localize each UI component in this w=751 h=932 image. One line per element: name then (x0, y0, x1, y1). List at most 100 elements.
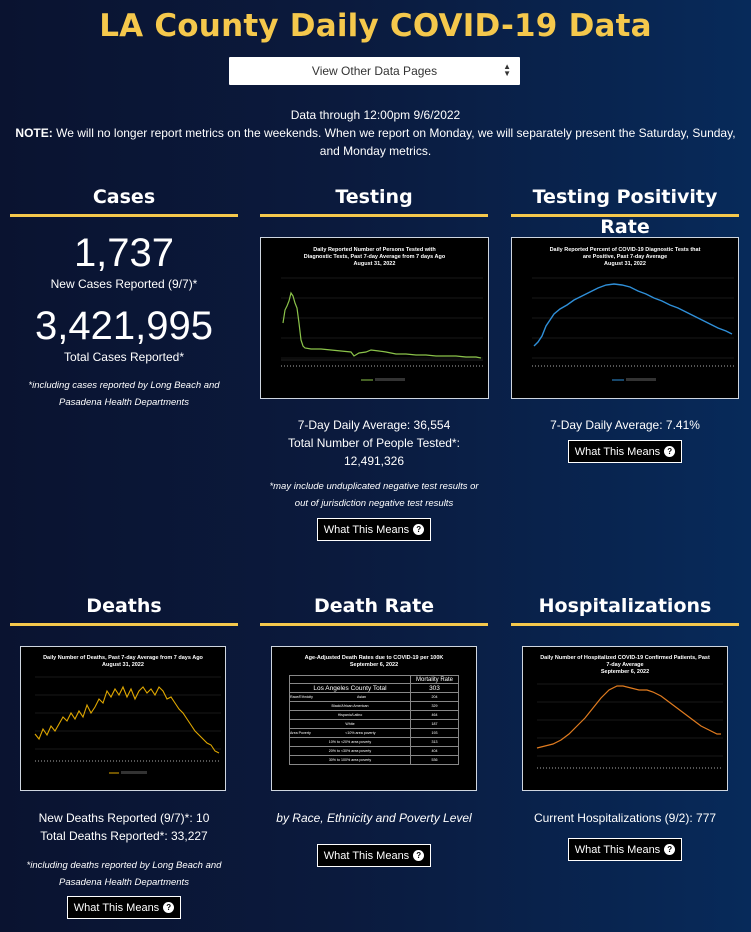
button-label: What This Means (73, 901, 160, 914)
question-circle-icon: ? (163, 902, 175, 913)
positivity-chart[interactable]: Daily Reported Percent of COVID-19 Diagn… (511, 237, 739, 399)
row-label: 20% to <30% area poverty (289, 746, 411, 756)
positivity-chart-plot (532, 277, 734, 381)
hosp-chart-plot (536, 683, 723, 769)
section-divider (260, 623, 488, 626)
select-value: View Other Data Pages (311, 64, 438, 78)
testing-chart-title: Daily Reported Number of Persons Tested … (261, 247, 488, 268)
section-divider (260, 214, 488, 217)
note-text-line2: and Monday metrics. (319, 144, 432, 158)
cases-heading: Cases (92, 186, 156, 208)
positivity-stats: 7-Day Daily Average: 7.41% What This Mea… (511, 416, 739, 463)
chart-title-text: Daily Reported Percent of COVID-19 Diagn… (549, 247, 701, 260)
row-value: 464 (410, 710, 459, 720)
la-total-label: Los Angeles County Total (289, 683, 411, 693)
data-through-text: Data through 12:00pm 9/6/2022 (290, 108, 461, 122)
testing-total-label: Total Number of People Tested*: (288, 436, 460, 450)
mortality-header: Mortality Rate (410, 675, 459, 684)
positivity-chart-title: Daily Reported Percent of COVID-19 Diagn… (512, 247, 738, 268)
deaths-chart-plot (34, 676, 221, 774)
mortality-table: Mortality Rate Los Angeles County Total 3… (289, 675, 459, 765)
group-label: Area Poverty (290, 731, 311, 735)
testing-footnote: *may include unduplicated negative test … (269, 481, 479, 509)
info-block: Data through 12:00pm 9/6/2022 NOTE: We w… (0, 106, 751, 160)
row-label: Asian (356, 695, 366, 699)
chart-title-text: Age-Adjusted Death Rates due to COVID-19… (304, 655, 444, 661)
row-value: 204 (410, 692, 459, 702)
row-value: 404 (410, 746, 459, 756)
hosp-what-this-means-button[interactable]: What This Means? (567, 838, 683, 861)
group-label: Race/Ethnicity (290, 695, 313, 699)
button-label: What This Means (574, 843, 661, 856)
positivity-what-this-means-button[interactable]: What This Means? (567, 440, 683, 463)
testing-section: Testing (260, 182, 488, 217)
question-circle-icon: ? (664, 844, 676, 855)
page-title: LA County Daily COVID-19 Data (99, 8, 652, 44)
testing-what-this-means-button[interactable]: What This Means? (316, 518, 432, 541)
question-circle-icon: ? (413, 850, 425, 861)
hosp-chart[interactable]: Daily Number of Hospitalized COVID-19 Co… (522, 646, 728, 791)
question-circle-icon: ? (413, 524, 425, 535)
button-label: What This Means (323, 523, 410, 536)
deathrate-table-image[interactable]: Age-Adjusted Death Rates due to COVID-19… (271, 646, 477, 791)
testing-chart-plot (281, 277, 483, 381)
hosp-chart-title: Daily Number of Hospitalized COVID-19 Co… (523, 655, 727, 676)
button-label: What This Means (323, 849, 410, 862)
testing-stats: 7-Day Daily Average: 36,554 Total Number… (260, 416, 488, 541)
positivity-section: Testing Positivity Rate (511, 182, 739, 238)
chart-date-text: August 31, 2022 (604, 261, 646, 267)
hosp-stats: Current Hospitalizations (9/2): 777 What… (511, 809, 739, 861)
testing-heading: Testing (335, 186, 413, 208)
row-value: 329 (410, 701, 459, 711)
deaths-stats: New Deaths Reported (9/7)*: 10 Total Dea… (10, 809, 238, 919)
row-label: 30% to 100% area poverty (289, 755, 411, 765)
deaths-chart[interactable]: Daily Number of Deaths, Past 7-day Avera… (20, 646, 226, 791)
positivity-average: 7-Day Daily Average: 7.41% (550, 418, 700, 432)
deaths-total: Total Deaths Reported*: 33,227 (40, 829, 208, 843)
row-label: 10% to <20% area poverty (289, 737, 411, 747)
section-divider (511, 623, 739, 626)
row-value: 536 (410, 755, 459, 765)
deathrate-chart-title: Age-Adjusted Death Rates due to COVID-19… (281, 655, 467, 669)
deaths-section: Deaths (10, 591, 238, 626)
hosp-heading: Hospitalizations (538, 595, 712, 617)
row-label: <10% area poverty (345, 731, 376, 735)
deaths-heading: Deaths (86, 595, 162, 617)
chart-title-text: Daily Reported Number of Persons Tested … (303, 247, 446, 260)
testing-average: 7-Day Daily Average: 36,554 (297, 418, 451, 432)
row-label: Hispanic/Latino (289, 710, 411, 720)
chart-date-text: August 31, 2022 (102, 662, 144, 668)
deathrate-heading: Death Rate (313, 595, 435, 617)
new-cases-value: 1,737 (73, 231, 175, 275)
chart-title-text: Daily Number of Hospitalized COVID-19 Co… (540, 655, 710, 668)
deaths-new: New Deaths Reported (9/7)*: 10 (38, 811, 210, 825)
chevron-updown-icon: ▲ ▼ (503, 62, 511, 78)
la-total-value: 303 (410, 683, 459, 693)
cases-section: Cases 1,737 New Cases Reported (9/7)* 3,… (10, 182, 238, 411)
deathrate-what-this-means-button[interactable]: What This Means? (316, 844, 432, 867)
note-body: We will no longer report metrics on the … (52, 126, 736, 140)
section-divider (511, 214, 739, 217)
section-divider (10, 623, 238, 626)
row-label: White (289, 719, 411, 729)
deathrate-stats: by Race, Ethnicity and Poverty Level Wha… (260, 809, 488, 867)
hosp-section: Hospitalizations (511, 591, 739, 626)
new-cases-label: New Cases Reported (9/7)* (50, 277, 198, 291)
row-value: 187 (410, 719, 459, 729)
row-value: 193 (410, 728, 459, 738)
cases-footnote: *including cases reported by Long Beach … (28, 380, 220, 408)
deaths-chart-title: Daily Number of Deaths, Past 7-day Avera… (21, 655, 225, 669)
testing-total-value: 12,491,326 (343, 454, 405, 468)
total-cases-value: 3,421,995 (35, 304, 213, 348)
row-value: 313 (410, 737, 459, 747)
hosp-current: Current Hospitalizations (9/2): 777 (533, 811, 717, 825)
chart-title-text: Daily Number of Deaths, Past 7-day Avera… (43, 655, 203, 661)
deathrate-section: Death Rate (260, 591, 488, 626)
section-divider (10, 214, 238, 217)
testing-chart[interactable]: Daily Reported Number of Persons Tested … (260, 237, 489, 399)
data-pages-select[interactable]: View Other Data Pages ▲ ▼ (229, 57, 520, 85)
deaths-what-this-means-button[interactable]: What This Means? (66, 896, 182, 919)
deaths-footnote: *including deaths reported by Long Beach… (26, 860, 222, 888)
note-label: NOTE: (15, 126, 53, 140)
total-cases-label: Total Cases Reported* (63, 350, 185, 364)
